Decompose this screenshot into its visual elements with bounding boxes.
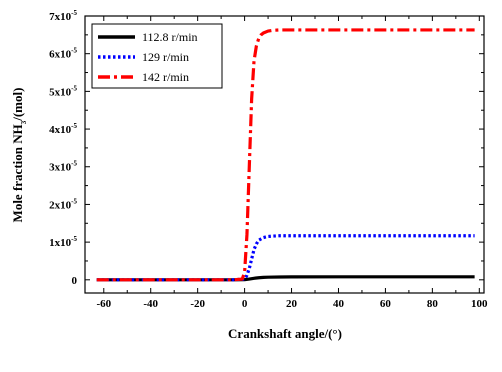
y-tick-label: 7x10-5 (49, 9, 77, 23)
x-tick-label: -40 (143, 298, 158, 310)
x-axis-title: Crankshaft angle/(°) (228, 326, 342, 341)
y-tick-label: 1x10-5 (49, 235, 77, 249)
x-tick-label: 80 (427, 298, 439, 310)
series-line-2 (96, 28, 475, 282)
x-tick-label: 100 (471, 298, 488, 310)
y-tick-label: 2x10-5 (49, 197, 77, 211)
series-layer (96, 28, 475, 282)
legend: 112.8 r/min 129 r/min 142 r/min (91, 23, 223, 89)
y-axis-title: Mole fraction NH3/(mol) (10, 88, 28, 223)
x-tick-label: 20 (286, 298, 298, 310)
series-line-1 (96, 234, 475, 282)
x-tick-label: -20 (190, 298, 205, 310)
legend-label-112-8: 112.8 r/min (142, 30, 198, 44)
axis-ticks (85, 15, 484, 293)
x-tick-label: 60 (380, 298, 392, 310)
tick-labels: -60 -40 -20 0 20 40 60 80 100 0 1x10-5 2x10-5 3x10-5… (49, 9, 488, 310)
legend-label-129: 129 r/min (142, 50, 189, 64)
x-tick-label: 0 (242, 298, 248, 310)
plot-frame (84, 15, 485, 294)
y-tick-label: 6x10-5 (49, 47, 77, 61)
x-tick-label: -60 (96, 298, 111, 310)
y-tick-label: 5x10-5 (49, 84, 77, 98)
x-tick-label: 40 (333, 298, 345, 310)
y-tick-label: 3x10-5 (49, 160, 77, 174)
legend-label-142: 142 r/min (142, 70, 189, 84)
y-tick-label: 4x10-5 (49, 122, 77, 136)
y-tick-label: 0 (72, 275, 78, 287)
